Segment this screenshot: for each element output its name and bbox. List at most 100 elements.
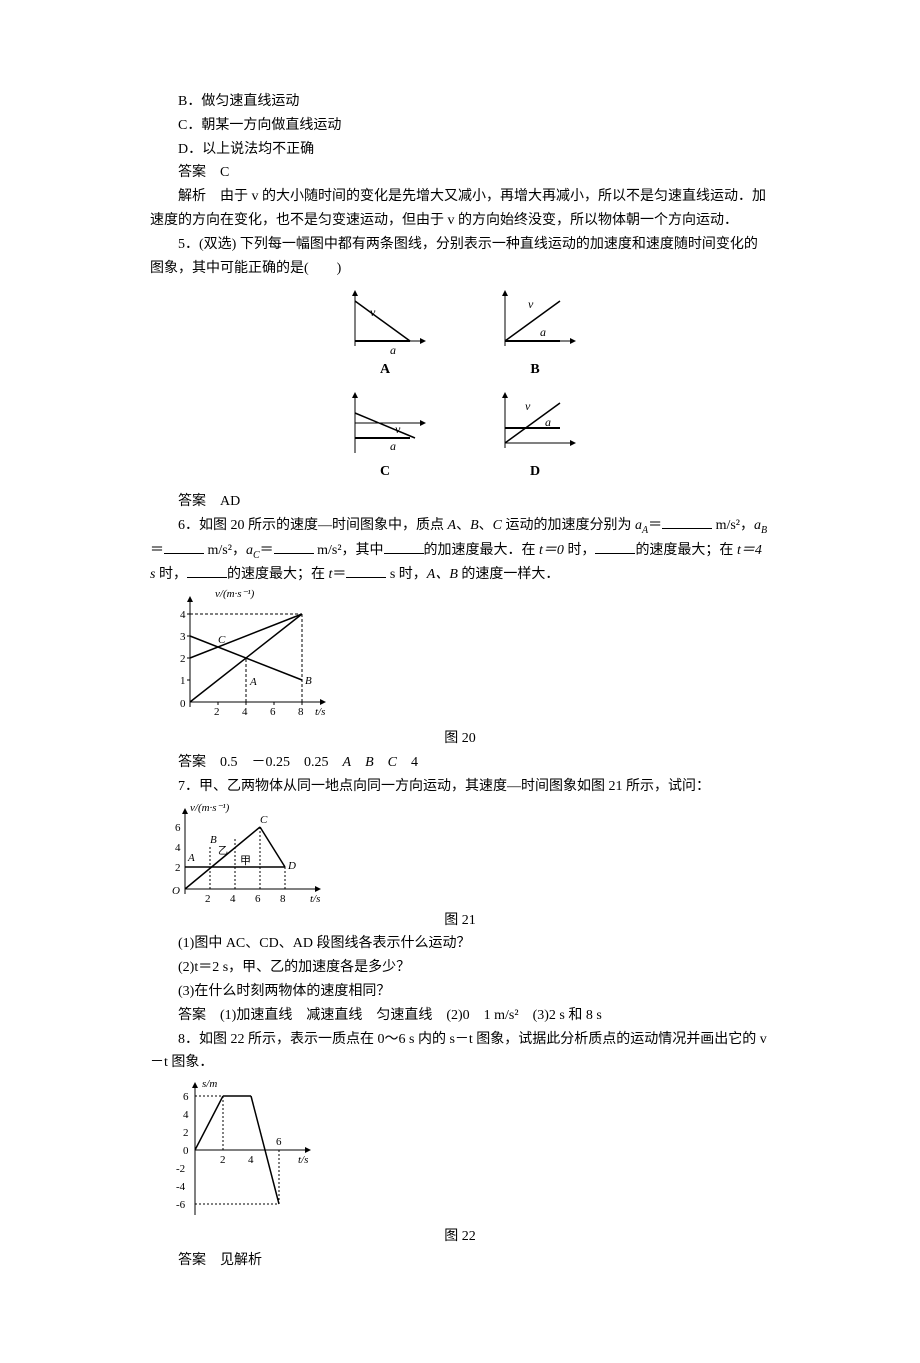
q5-fig-d: v a D — [490, 388, 580, 484]
svg-text:0: 0 — [180, 698, 186, 710]
svg-text:3: 3 — [180, 631, 186, 643]
q5-row1: v a A v a B — [150, 286, 770, 382]
svg-text:B: B — [305, 675, 312, 687]
q6-s5: 的加速度最大．在 — [424, 543, 540, 558]
q8-answer-value: 见解析 — [220, 1253, 262, 1268]
q6-u1: m/s² — [716, 518, 740, 533]
svg-text:v: v — [370, 305, 376, 319]
svg-text:2: 2 — [180, 653, 186, 665]
q6-a5: C — [388, 755, 397, 770]
q7-sub1: (1)图中 AC、CD、AD 段图线各表示什么运动？ — [150, 932, 770, 956]
q6-u2: m/s² — [208, 543, 232, 558]
svg-text:6: 6 — [276, 1136, 282, 1148]
svg-text:A: A — [249, 676, 257, 688]
svg-text:2: 2 — [183, 1127, 189, 1139]
q6-xlabel: t/s — [315, 706, 325, 718]
svg-text:4: 4 — [183, 1109, 189, 1121]
q6-a0: 0.5 — [220, 755, 238, 770]
q5-graph-d-svg: v a — [490, 388, 580, 458]
answer-label: 答案 — [178, 755, 206, 770]
q4-answer: 答案 C — [150, 161, 770, 185]
q7-figure: v/(m·s⁻¹) t/s O 2 4 6 2 4 6 8 A B C D 甲 … — [150, 799, 770, 933]
svg-text:6: 6 — [175, 822, 181, 834]
svg-text:4: 4 — [230, 893, 236, 905]
q6-a3: A — [343, 755, 352, 770]
svg-text:B: B — [210, 834, 217, 846]
q6-s3: 运动的加速度分别为 — [502, 518, 635, 533]
q5-fig-c: v a C — [340, 388, 430, 484]
q6-s2b: 、 — [479, 518, 493, 533]
q6-s9: 的速度最大；在 — [227, 567, 329, 582]
q6-s2a: 、 — [456, 518, 470, 533]
svg-text:4: 4 — [180, 609, 186, 621]
svg-text:4: 4 — [242, 706, 248, 718]
svg-text:2: 2 — [220, 1154, 226, 1166]
q5-label-c: C — [380, 460, 390, 484]
q6-a6: 4 — [411, 755, 418, 770]
q6-s11: 的速度一样大． — [458, 567, 560, 582]
q5-row2: v a C v a D — [150, 388, 770, 484]
svg-text:8: 8 — [298, 706, 304, 718]
svg-text:D: D — [287, 860, 296, 872]
q7-xlabel: t/s — [310, 893, 320, 905]
q6-s7: 的速度最大；在 — [635, 543, 737, 558]
svg-text:-4: -4 — [176, 1181, 186, 1193]
answer-label: 答案 — [178, 165, 206, 180]
svg-text:v: v — [528, 297, 534, 311]
q4-option-b: B．做匀速直线运动 — [150, 90, 770, 114]
q5-stem: 5．(双选) 下列每一幅图中都有两条图线，分别表示一种直线运动的加速度和速度随时… — [150, 233, 770, 281]
q5-answer-value: AD — [220, 494, 240, 509]
svg-text:4: 4 — [248, 1154, 254, 1166]
svg-text:1: 1 — [180, 675, 186, 687]
svg-text:v: v — [395, 422, 401, 436]
svg-text:2: 2 — [175, 862, 181, 874]
q7-sub2: (2)t＝2 s，甲、乙的加速度各是多少？ — [150, 956, 770, 980]
q4-explain-text: 由于 v 的大小随时间的变化是先增大又减小，再增大再减小，所以不是匀速直线运动．… — [150, 189, 766, 228]
answer-label: 答案 — [178, 1253, 206, 1268]
q6-ylabel: v/(m·s⁻¹) — [215, 588, 255, 600]
q8-xlabel: t/s — [298, 1154, 308, 1166]
q8-answer: 答案 见解析 — [150, 1249, 770, 1273]
q5-fig-a: v a A — [340, 286, 430, 382]
q6-s4: ，其中 — [342, 543, 384, 558]
q6-figcap: 图 20 — [150, 727, 770, 751]
q5-answer: 答案 AD — [150, 490, 770, 514]
svg-text:C: C — [260, 814, 268, 826]
svg-text:0: 0 — [183, 1145, 189, 1157]
explain-label: 解析 — [178, 189, 206, 204]
svg-text:a: a — [540, 325, 546, 339]
q6-stem: 6．如图 20 所示的速度—时间图象中，质点 A、B、C 运动的加速度分别为 a… — [150, 514, 770, 587]
q7-answer-value: (1)加速直线 减速直线 匀速直线 (2)0 1 m/s² (3)2 s 和 8… — [220, 1008, 602, 1023]
svg-text:2: 2 — [205, 893, 211, 905]
q8-svg: s/m t/s 6 4 2 0 -2 -4 -6 2 4 6 — [150, 1075, 320, 1225]
q6-t0: t＝0 — [539, 543, 564, 558]
q8-figure: s/m t/s 6 4 2 0 -2 -4 -6 2 4 6 图 22 — [150, 1075, 770, 1249]
q6-s1: 6．如图 20 所示的速度—时间图象中，质点 — [178, 518, 448, 533]
q5-label-a: A — [380, 358, 390, 382]
q6-a4: B — [365, 755, 374, 770]
svg-text:v: v — [525, 399, 531, 413]
q5-label-b: B — [530, 358, 539, 382]
svg-text:4: 4 — [175, 842, 181, 854]
q6-figure: v/(m·s⁻¹) t/s 0 1 2 3 4 2 4 6 8 A B C 图 … — [150, 587, 770, 751]
q7-answer: 答案 (1)加速直线 减速直线 匀速直线 (2)0 1 m/s² (3)2 s … — [150, 1004, 770, 1028]
q7-sub3: (3)在什么时刻两物体的速度相同？ — [150, 980, 770, 1004]
svg-text:a: a — [390, 343, 396, 356]
q6-svg: v/(m·s⁻¹) t/s 0 1 2 3 4 2 4 6 8 A B C — [150, 587, 340, 727]
svg-text:-2: -2 — [176, 1163, 185, 1175]
svg-text:6: 6 — [270, 706, 276, 718]
svg-text:-6: -6 — [176, 1199, 186, 1211]
q8-figcap: 图 22 — [150, 1225, 770, 1249]
q6-s8: 时， — [155, 567, 187, 582]
q6-a2: 0.25 — [304, 755, 329, 770]
q6-ab: A、B — [427, 567, 458, 582]
q7-ylabel: v/(m·s⁻¹) — [190, 802, 230, 814]
q7-stem: 7．甲、乙两物体从同一地点向同一方向运动，其速度—时间图象如图 21 所示，试问… — [150, 775, 770, 799]
q6-answer: 答案 0.5 －0.25 0.25 A B C 4 — [150, 751, 770, 775]
q7-svg: v/(m·s⁻¹) t/s O 2 4 6 2 4 6 8 A B C D 甲 … — [150, 799, 330, 909]
q4-option-c: C．朝某一方向做直线运动 — [150, 114, 770, 138]
q6-s6: 时， — [564, 543, 596, 558]
svg-text:C: C — [218, 634, 226, 646]
q6-u3: m/s² — [317, 543, 341, 558]
answer-label: 答案 — [178, 1008, 206, 1023]
